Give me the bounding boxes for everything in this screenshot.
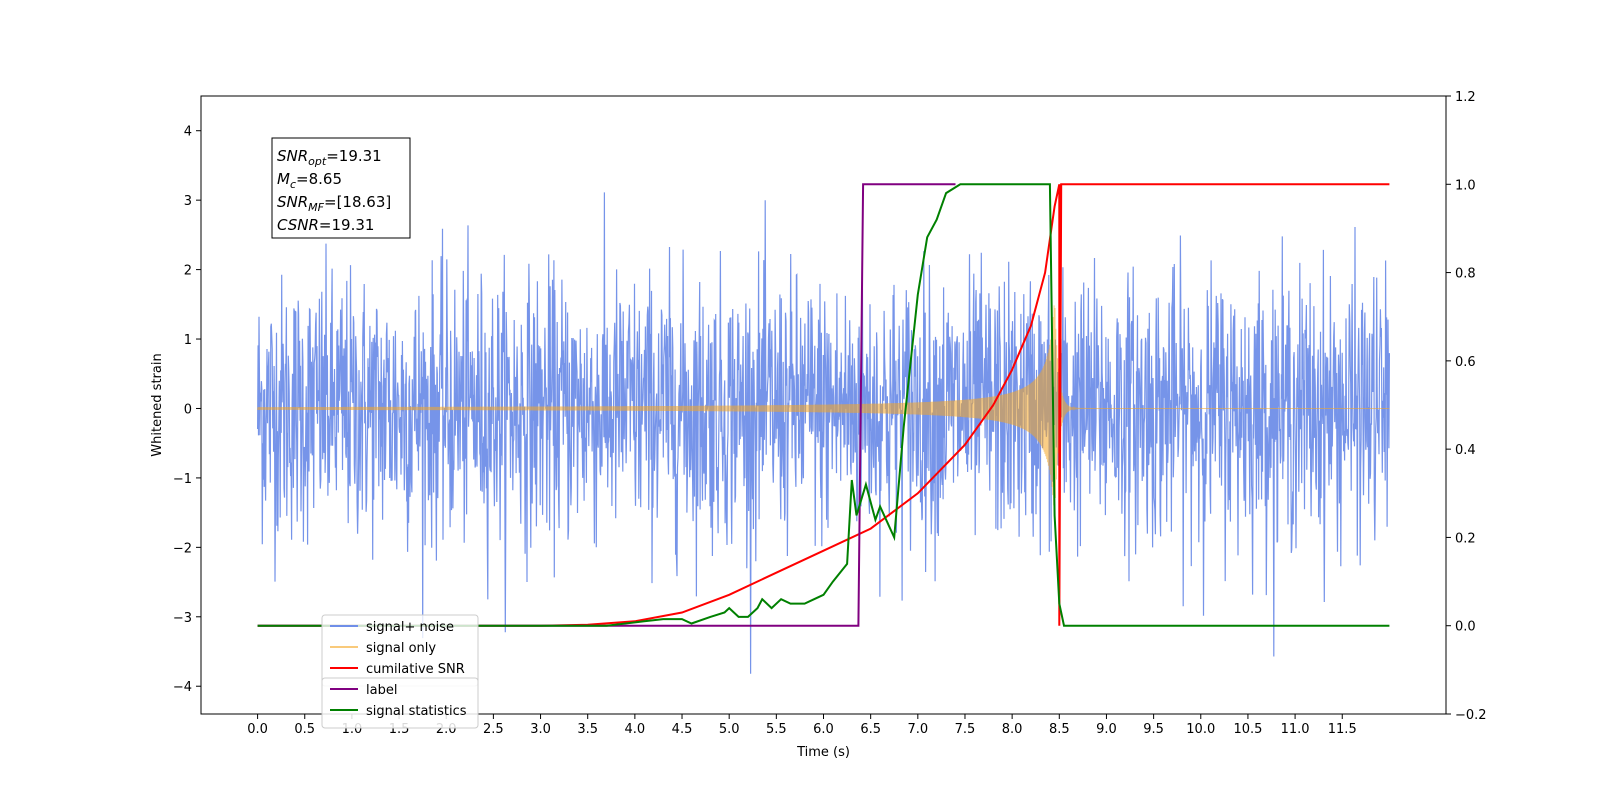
annotation-line: CSNR=19.31 bbox=[277, 216, 374, 234]
x-tick-label: 8.5 bbox=[1049, 722, 1070, 737]
x-tick-label: 6.5 bbox=[860, 722, 881, 737]
y2-tick-label: 1.0 bbox=[1455, 178, 1476, 193]
series-layer bbox=[257, 183, 1390, 674]
annotation-symbol: SNR bbox=[277, 193, 308, 211]
legend-label: signal only bbox=[366, 641, 436, 656]
annotation-subscript: MF bbox=[308, 201, 324, 214]
x-tick-label: 4.0 bbox=[625, 722, 646, 737]
annotation-line: SNRopt=19.31 bbox=[277, 147, 382, 168]
y-tick-label: −1 bbox=[173, 472, 192, 487]
annotation-value: =8.65 bbox=[296, 170, 342, 188]
series-signal-statistics bbox=[257, 183, 1390, 627]
annotation-value: =19.31 bbox=[319, 216, 375, 234]
annotation-frame bbox=[271, 137, 411, 239]
y2-tick-label: 0.2 bbox=[1455, 531, 1476, 546]
y-tick-label: −2 bbox=[173, 541, 192, 556]
y2-tick-label: 0.0 bbox=[1455, 620, 1476, 635]
legend-main: signal+ noise signal only cumilative SNR bbox=[321, 614, 479, 687]
x-tick-label: 7.5 bbox=[955, 722, 976, 737]
annotation-subscript: opt bbox=[308, 155, 327, 168]
annotation-value: =19.31 bbox=[326, 147, 382, 165]
x-tick-label: 11.5 bbox=[1328, 722, 1357, 737]
annotation-symbol: SNR bbox=[277, 147, 308, 165]
series-signal-noise bbox=[257, 192, 1390, 674]
series-signal-only bbox=[257, 305, 1390, 519]
x-tick-label: 3.5 bbox=[577, 722, 598, 737]
legend-twin-frame bbox=[321, 677, 479, 729]
y2-tick-label: 0.4 bbox=[1455, 443, 1476, 458]
legend-label: signal statistics bbox=[366, 704, 467, 719]
x-tick-label: 0.5 bbox=[294, 722, 315, 737]
x-tick-label: 6.0 bbox=[813, 722, 834, 737]
annotation-line: SNRMF=[18.63] bbox=[277, 193, 391, 214]
legend-label: cumilative SNR bbox=[366, 662, 465, 677]
x-tick-label: 5.0 bbox=[719, 722, 740, 737]
y-tick-label: 1 bbox=[184, 333, 192, 348]
x-tick-label: 10.5 bbox=[1233, 722, 1262, 737]
y2-tick-label: −0.2 bbox=[1455, 708, 1487, 723]
x-tick-label: 5.5 bbox=[766, 722, 787, 737]
x-tick-label: 11.0 bbox=[1281, 722, 1310, 737]
y-tick-label: 0 bbox=[184, 402, 192, 417]
legend-label: label bbox=[366, 683, 397, 698]
x-tick-label: 7.0 bbox=[907, 722, 928, 737]
annotation-subscript: c bbox=[290, 178, 296, 191]
series-cumilative-snr bbox=[257, 183, 1390, 627]
y-tick-label: 4 bbox=[184, 125, 192, 140]
y2-tick-label: 0.8 bbox=[1455, 267, 1476, 282]
x-tick-label: 9.5 bbox=[1143, 722, 1164, 737]
legend-twin: label signal statistics bbox=[321, 677, 479, 729]
y-axis-label: Whitened strain bbox=[150, 353, 165, 456]
annotation-symbol: CSNR bbox=[277, 216, 319, 234]
x-tick-label: 10.0 bbox=[1186, 722, 1215, 737]
x-tick-label: 0.0 bbox=[247, 722, 268, 737]
y-tick-label: −3 bbox=[173, 611, 192, 626]
y2-tick-label: 1.2 bbox=[1455, 90, 1476, 105]
legend-label: signal+ noise bbox=[366, 620, 454, 635]
annotation-box: SNRopt=19.31Mc=8.65SNRMF=[18.63]CSNR=19.… bbox=[271, 137, 411, 239]
x-axis-label: Time (s) bbox=[796, 745, 850, 760]
y-tick-label: −4 bbox=[173, 680, 192, 695]
x-tick-label: 4.5 bbox=[672, 722, 693, 737]
x-tick-label: 9.0 bbox=[1096, 722, 1117, 737]
x-tick-label: 8.0 bbox=[1002, 722, 1023, 737]
y-tick-label: 2 bbox=[184, 264, 192, 279]
y2-tick-label: 0.6 bbox=[1455, 355, 1476, 370]
y-tick-label: 3 bbox=[184, 194, 192, 209]
x-tick-label: 2.5 bbox=[483, 722, 504, 737]
x-tick-label: 3.0 bbox=[530, 722, 551, 737]
annotation-value: =[18.63] bbox=[324, 193, 391, 211]
annotation-line: Mc=8.65 bbox=[277, 170, 342, 191]
annotation-symbol: M bbox=[277, 170, 290, 188]
